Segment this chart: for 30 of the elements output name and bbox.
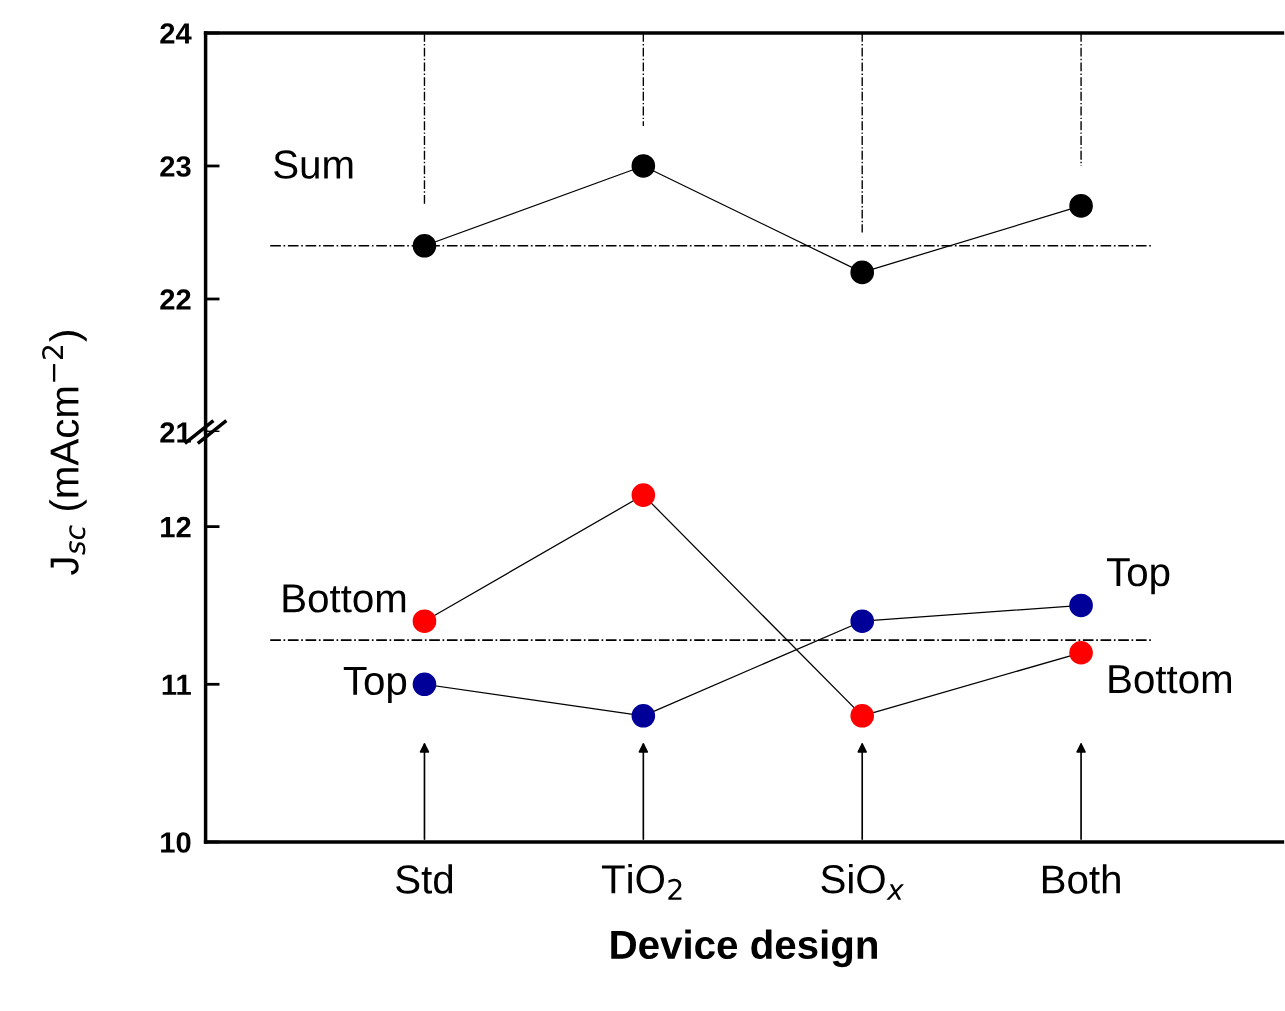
point	[1069, 640, 1093, 665]
point	[850, 260, 875, 285]
point	[1069, 593, 1093, 618]
annotation: Bottom	[1109, 665, 1232, 694]
point	[631, 483, 656, 507]
x-tick-label: TiO$_{2}$	[601, 863, 682, 900]
y-tick-label: 12	[161, 516, 191, 538]
y-axis-title: J$_{sc}$ (mAcm$^{−2}$)	[42, 331, 87, 575]
x-tick-label: SiO$_{x}$	[821, 863, 904, 900]
y-tick-label: 22	[160, 289, 191, 310]
point	[850, 704, 875, 728]
x-tick-label: Both	[1042, 864, 1120, 894]
x-axis-title: Device design	[611, 929, 877, 968]
point	[631, 154, 656, 178]
point	[1069, 194, 1093, 218]
series-label: Bottom	[283, 584, 406, 613]
series-label: Top	[343, 666, 407, 704]
y-tick-label: 24	[160, 23, 192, 44]
point	[412, 233, 437, 258]
point	[412, 609, 437, 634]
text: Sum	[274, 150, 353, 179]
y-tick-label: 10	[161, 832, 191, 853]
y-tick-label: 21	[160, 422, 191, 443]
x-tick-label: Std	[396, 864, 453, 894]
y-tick-label: 11	[162, 674, 191, 695]
y-tick-label: 23	[160, 156, 191, 177]
annotation: Top	[1106, 558, 1170, 595]
point	[412, 672, 437, 697]
point	[850, 609, 875, 634]
point	[631, 704, 656, 728]
